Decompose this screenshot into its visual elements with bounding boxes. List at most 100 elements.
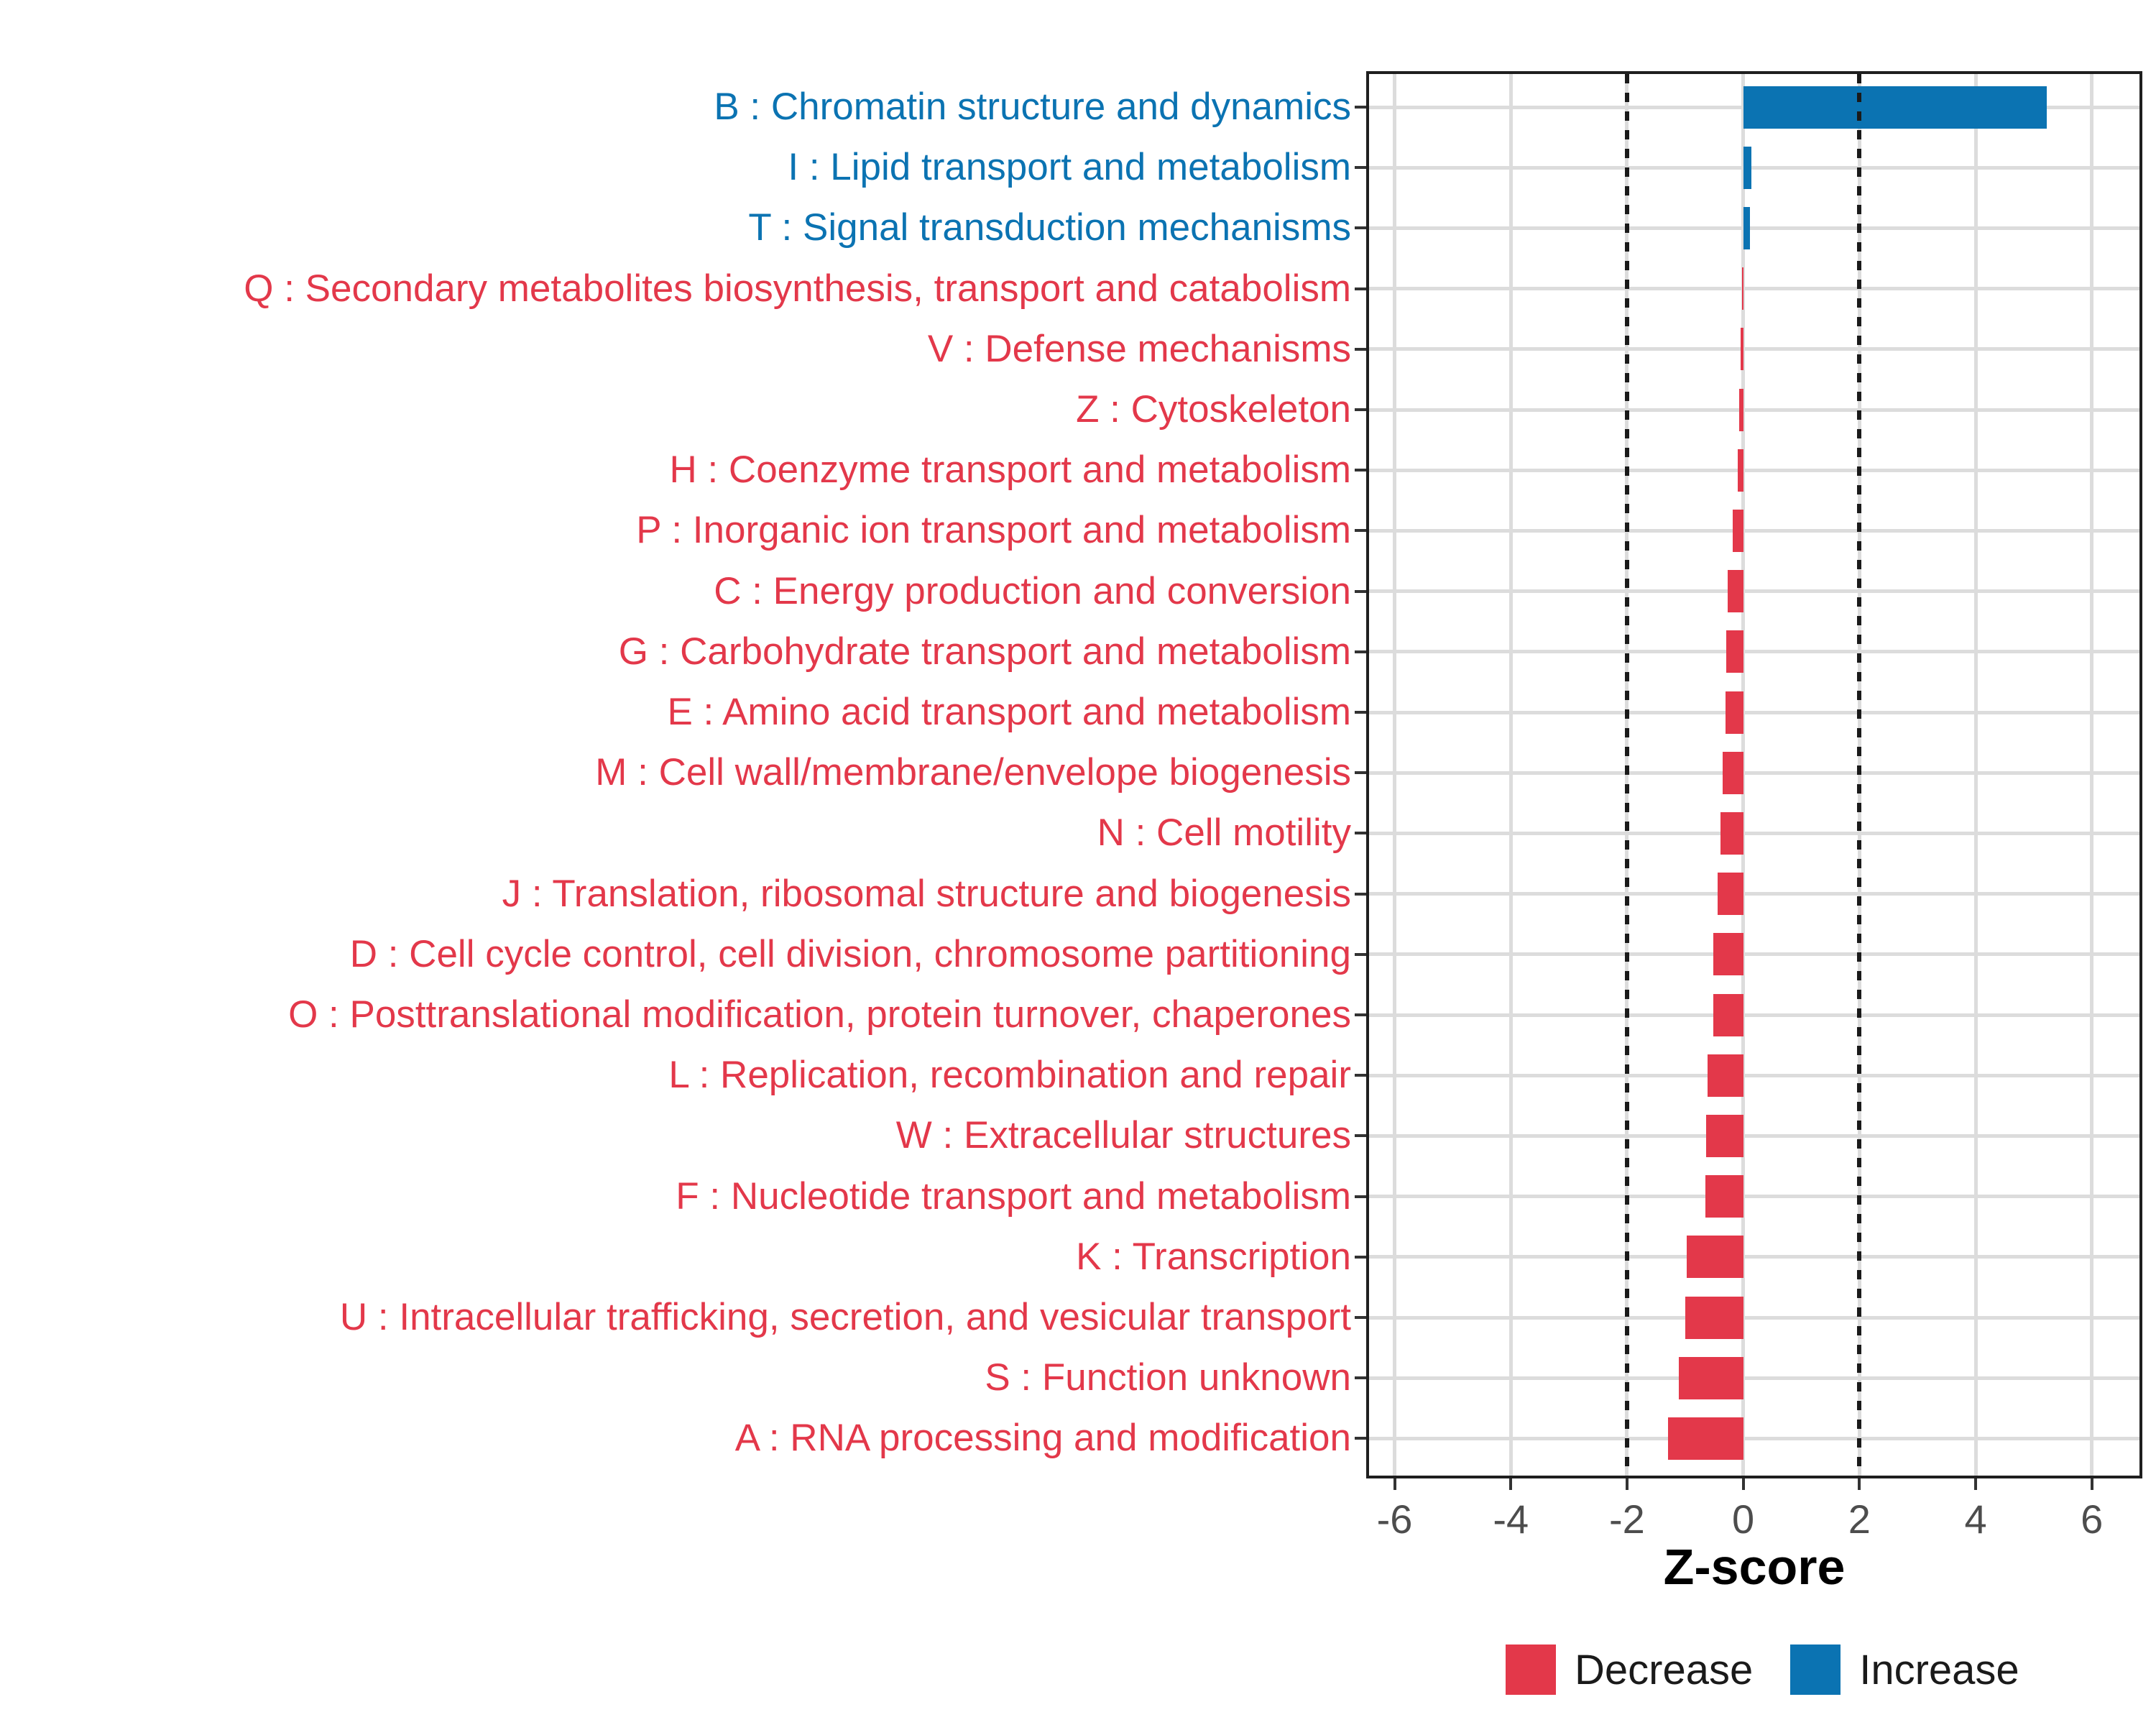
x-tick	[2090, 1476, 2093, 1490]
y-tick	[1355, 711, 1369, 714]
y-axis-label-P: P : Inorganic ion transport and metaboli…	[636, 509, 1351, 552]
bar-N	[1720, 811, 1743, 855]
y-axis-label-J: J : Translation, ribosomal structure and…	[502, 872, 1351, 915]
bar-U	[1685, 1296, 1743, 1339]
y-tick	[1355, 650, 1369, 653]
y-gridline	[1369, 528, 2139, 533]
bar-H	[1737, 448, 1743, 492]
y-tick	[1355, 1255, 1369, 1259]
legend: Decrease Increase	[1506, 1644, 2019, 1695]
bar-K	[1687, 1236, 1743, 1279]
y-axis-label-L: L : Replication, recombination and repai…	[668, 1054, 1351, 1097]
x-tick	[1741, 1476, 1745, 1490]
x-gridline	[1508, 74, 1513, 1476]
y-axis-label-H: H : Coenzyme transport and metabolism	[669, 448, 1351, 492]
x-tick-label: 6	[2081, 1496, 2104, 1542]
y-gridline	[1369, 1255, 2139, 1259]
y-gridline	[1369, 710, 2139, 714]
y-gridline	[1369, 892, 2139, 896]
y-gridline	[1369, 408, 2139, 412]
y-gridline	[1369, 831, 2139, 835]
y-gridline	[1369, 226, 2139, 230]
x-tick-label: -4	[1493, 1496, 1529, 1542]
y-gridline	[1369, 1315, 2139, 1320]
y-tick	[1355, 529, 1369, 533]
x-tick-label: -2	[1609, 1496, 1645, 1542]
bar-C	[1727, 570, 1743, 613]
y-axis-label-D: D : Cell cycle control, cell division, c…	[349, 932, 1351, 975]
y-gridline	[1369, 1013, 2139, 1017]
x-gridline	[1741, 74, 1746, 1476]
y-tick	[1355, 166, 1369, 170]
y-tick	[1355, 1316, 1369, 1319]
reference-line-minus2	[1624, 74, 1629, 1476]
y-axis-label-W: W : Extracellular structures	[895, 1114, 1351, 1157]
y-tick	[1355, 1013, 1369, 1016]
y-axis-label-M: M : Cell wall/membrane/envelope biogenes…	[595, 751, 1351, 794]
y-tick	[1355, 1134, 1369, 1138]
y-axis-label-Z: Z : Cytoskeleton	[1076, 388, 1351, 431]
y-axis-label-O: O : Posttranslational modification, prot…	[288, 993, 1351, 1036]
bar-J	[1718, 873, 1743, 916]
y-axis-label-Q: Q : Secondary metabolites biosynthesis, …	[244, 267, 1351, 310]
y-gridline	[1369, 1133, 2139, 1138]
bar-T	[1743, 206, 1751, 249]
y-gridline	[1369, 952, 2139, 957]
legend-key-increase	[1790, 1644, 1841, 1695]
y-tick	[1355, 952, 1369, 956]
bar-M	[1722, 751, 1743, 794]
y-axis-label-S: S : Function unknown	[985, 1356, 1351, 1399]
y-gridline	[1369, 287, 2139, 291]
reference-line-plus2	[1857, 74, 1862, 1476]
bar-V	[1741, 328, 1743, 371]
y-axis-label-A: A : RNA processing and modification	[734, 1417, 1351, 1460]
y-tick	[1355, 1074, 1369, 1077]
y-gridline	[1369, 165, 2139, 170]
bar-O	[1713, 993, 1743, 1036]
y-axis-label-G: G : Carbohydrate transport and metabolis…	[618, 630, 1351, 673]
x-tick-label: 2	[1848, 1496, 1871, 1542]
bar-D	[1713, 933, 1743, 976]
x-axis-title: Z-score	[1663, 1539, 1846, 1595]
y-tick	[1355, 1376, 1369, 1380]
y-tick	[1355, 771, 1369, 775]
y-axis-label-U: U : Intracellular trafficking, secretion…	[339, 1296, 1351, 1338]
bar-B	[1743, 86, 2047, 129]
y-tick	[1355, 226, 1369, 230]
x-gridline	[1973, 74, 1978, 1476]
x-tick-label: 0	[1732, 1496, 1755, 1542]
y-gridline	[1369, 468, 2139, 472]
y-axis-label-E: E : Amino acid transport and metabolism	[667, 691, 1351, 733]
y-tick	[1355, 589, 1369, 593]
bar-P	[1733, 509, 1743, 552]
y-axis-label-I: I : Lipid transport and metabolism	[788, 146, 1351, 189]
y-axis-label-N: N : Cell motility	[1097, 811, 1351, 855]
x-tick-label: -6	[1376, 1496, 1413, 1542]
y-axis-label-T: T : Signal transduction mechanisms	[748, 206, 1351, 249]
bar-Z	[1738, 388, 1743, 431]
bar-S	[1678, 1356, 1743, 1399]
y-gridline	[1369, 1195, 2139, 1199]
x-tick	[1625, 1476, 1628, 1490]
legend-label-increase: Increase	[1859, 1646, 2019, 1693]
y-tick	[1355, 892, 1369, 896]
bar-L	[1708, 1054, 1743, 1097]
y-tick	[1355, 469, 1369, 472]
y-gridline	[1369, 650, 2139, 654]
y-tick	[1355, 1195, 1369, 1198]
y-tick	[1355, 106, 1369, 109]
y-gridline	[1369, 589, 2139, 594]
y-gridline	[1369, 1376, 2139, 1380]
x-tick	[1974, 1476, 1978, 1490]
bar-A	[1667, 1417, 1743, 1460]
y-axis-label-C: C : Energy production and conversion	[714, 569, 1351, 612]
y-axis-label-V: V : Defense mechanisms	[927, 327, 1351, 370]
bar-E	[1726, 691, 1743, 734]
bar-G	[1726, 630, 1743, 673]
y-gridline	[1369, 770, 2139, 775]
bar-W	[1705, 1114, 1743, 1157]
x-tick	[1858, 1476, 1861, 1490]
y-tick	[1355, 1437, 1369, 1440]
y-gridline	[1369, 347, 2139, 351]
